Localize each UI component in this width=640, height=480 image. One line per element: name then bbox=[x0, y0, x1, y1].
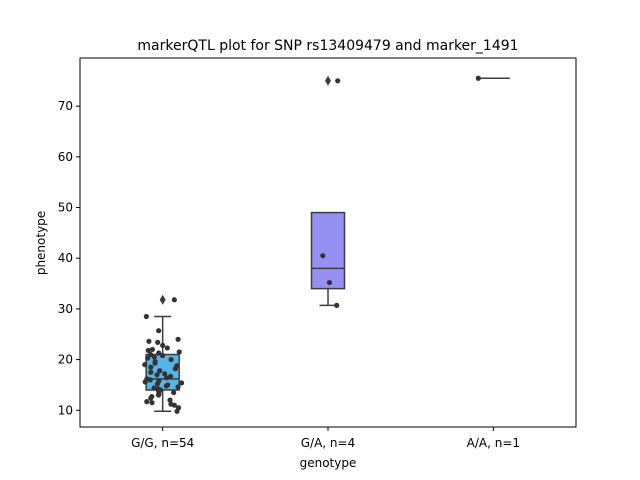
chart-title: markerQTL plot for SNP rs13409479 and ma… bbox=[137, 38, 518, 54]
outlier-marker bbox=[325, 75, 331, 86]
data-point bbox=[168, 356, 174, 363]
data-point bbox=[156, 328, 162, 334]
y-tick-label: 30 bbox=[58, 302, 73, 316]
data-point bbox=[157, 368, 163, 374]
x-tick-label: A/A, n=1 bbox=[467, 436, 520, 450]
box-group bbox=[142, 294, 185, 414]
data-point bbox=[172, 366, 178, 372]
data-point bbox=[162, 371, 168, 377]
data-point bbox=[335, 78, 341, 84]
data-point bbox=[163, 383, 169, 389]
data-point bbox=[147, 377, 153, 383]
data-point bbox=[148, 395, 154, 401]
y-tick-label: 40 bbox=[58, 251, 73, 265]
data-point bbox=[145, 355, 151, 361]
data-point bbox=[160, 342, 166, 348]
data-point bbox=[167, 397, 173, 403]
data-point bbox=[149, 346, 156, 353]
box-group bbox=[475, 75, 510, 81]
x-tick-label: G/A, n=4 bbox=[301, 436, 355, 450]
plot-area bbox=[142, 75, 510, 414]
data-point bbox=[171, 389, 177, 396]
data-point bbox=[178, 380, 185, 386]
data-point bbox=[171, 297, 177, 303]
y-axis-label: phenotype bbox=[34, 211, 48, 275]
data-point bbox=[176, 349, 182, 355]
data-point bbox=[156, 350, 162, 356]
y-tick-label: 50 bbox=[58, 201, 73, 215]
data-point bbox=[168, 373, 174, 379]
x-axis: G/G, n=54 G/A, n=4 A/A, n=1 bbox=[131, 427, 520, 450]
box-group bbox=[310, 75, 346, 308]
data-point bbox=[142, 362, 148, 368]
data-point bbox=[148, 369, 154, 375]
data-point bbox=[151, 385, 157, 391]
x-axis-label: genotype bbox=[300, 456, 357, 470]
y-tick-label: 20 bbox=[58, 353, 73, 367]
data-point bbox=[148, 364, 154, 370]
data-point bbox=[151, 354, 157, 360]
data-point bbox=[142, 379, 148, 385]
data-point bbox=[143, 313, 149, 320]
data-point bbox=[164, 345, 170, 351]
data-point bbox=[174, 408, 180, 414]
data-point bbox=[159, 352, 166, 359]
y-tick-label: 60 bbox=[58, 150, 73, 164]
y-axis: 10 20 30 40 50 60 70 bbox=[58, 99, 80, 417]
data-point bbox=[154, 372, 160, 378]
x-tick-label: G/G, n=54 bbox=[131, 436, 194, 450]
data-point bbox=[148, 351, 154, 358]
y-tick-label: 10 bbox=[58, 403, 73, 417]
data-point bbox=[152, 360, 158, 366]
data-point bbox=[154, 381, 161, 387]
data-point bbox=[144, 399, 150, 405]
outlier-marker bbox=[159, 294, 166, 305]
data-point bbox=[146, 338, 152, 344]
data-point bbox=[163, 375, 170, 381]
data-point bbox=[171, 402, 177, 408]
data-point bbox=[175, 336, 181, 342]
y-tick-label: 70 bbox=[58, 99, 73, 113]
data-point bbox=[334, 302, 340, 308]
data-point bbox=[320, 253, 326, 259]
data-point bbox=[155, 339, 161, 345]
data-point bbox=[475, 75, 481, 81]
box bbox=[310, 211, 346, 290]
data-point bbox=[175, 384, 181, 390]
data-point bbox=[326, 279, 333, 286]
data-point bbox=[149, 400, 155, 406]
data-point bbox=[145, 347, 151, 354]
data-point bbox=[155, 392, 162, 398]
